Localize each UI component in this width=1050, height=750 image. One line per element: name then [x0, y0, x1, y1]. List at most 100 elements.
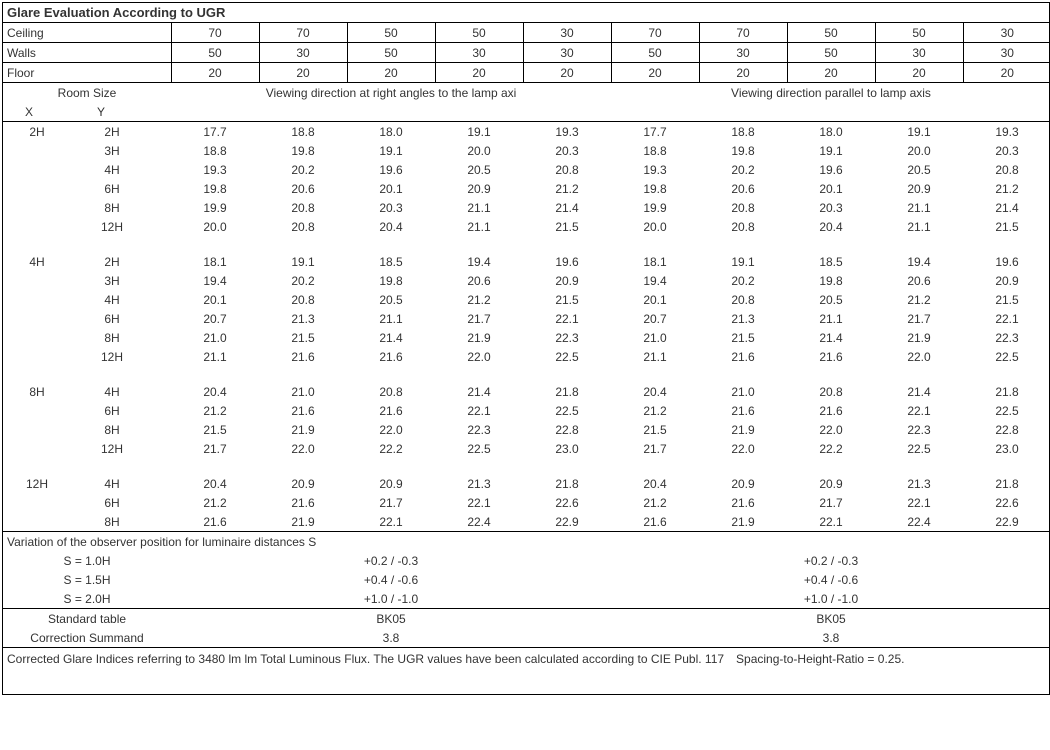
- room-y-value: 2H: [62, 255, 162, 269]
- ugr-value: 19.3: [611, 160, 699, 179]
- ugr-value: 21.6: [699, 347, 787, 366]
- ugr-value: 21.9: [875, 328, 963, 347]
- ugr-value: 21.3: [875, 474, 963, 493]
- variation-left: +0.2 / -0.3: [171, 551, 611, 570]
- ugr-value: 22.5: [523, 401, 611, 420]
- ugr-value: 22.8: [523, 420, 611, 439]
- room-y-value: 4H: [62, 163, 162, 177]
- ugr-value: 20.0: [611, 217, 699, 236]
- room-y-value: 12H: [62, 220, 162, 234]
- ugr-value: 22.1: [875, 401, 963, 420]
- ugr-value: 21.2: [435, 290, 523, 309]
- ugr-value: 20.1: [611, 290, 699, 309]
- ugr-value: 21.1: [875, 217, 963, 236]
- room-y-value: 4H: [62, 293, 162, 307]
- ugr-value: 20.5: [347, 290, 435, 309]
- data-row: 8H4H20.421.020.821.421.820.421.020.821.4…: [3, 382, 1050, 401]
- ugr-value: 21.4: [875, 382, 963, 401]
- data-row: 12H21.121.621.622.022.521.121.621.622.02…: [3, 347, 1050, 366]
- ugr-value: 19.4: [171, 271, 259, 290]
- ugr-value: 22.2: [347, 439, 435, 458]
- ugr-value: 19.3: [963, 122, 1050, 142]
- room-y-label: Y: [51, 105, 151, 119]
- room-x-value: 8H: [12, 385, 62, 399]
- ugr-value: 22.0: [699, 439, 787, 458]
- ugr-value: 21.6: [787, 347, 875, 366]
- ugr-value: 21.6: [259, 493, 347, 512]
- ugr-value: 22.9: [963, 512, 1050, 532]
- table-title: Glare Evaluation According to UGR: [3, 3, 1049, 23]
- ugr-value: 20.2: [259, 160, 347, 179]
- ugr-value: 18.5: [787, 252, 875, 271]
- data-row: 2H2H17.718.818.019.119.317.718.818.019.1…: [3, 122, 1050, 142]
- data-row: 4H20.120.820.521.221.520.120.820.521.221…: [3, 290, 1050, 309]
- ugr-value: 20.9: [523, 271, 611, 290]
- ugr-value: 23.0: [963, 439, 1050, 458]
- ugr-value: 20.9: [259, 474, 347, 493]
- room-y-value: 8H: [62, 515, 162, 529]
- ugr-value: 22.5: [963, 401, 1050, 420]
- variation-right: +1.0 / -1.0: [611, 589, 1050, 609]
- ugr-value: 21.6: [699, 401, 787, 420]
- data-row: 8H21.521.922.022.322.821.521.922.022.322…: [3, 420, 1050, 439]
- ugr-value: 22.6: [963, 493, 1050, 512]
- ugr-value: 20.4: [347, 217, 435, 236]
- ugr-value: 21.2: [611, 401, 699, 420]
- ugr-value: 21.2: [611, 493, 699, 512]
- room-size-label: Room Size: [3, 83, 171, 103]
- ugr-value: 20.6: [259, 179, 347, 198]
- ugr-value: 20.4: [787, 217, 875, 236]
- walls-row: Walls 50 30 50 30 30 50 30 50 30 30: [3, 43, 1050, 63]
- ugr-value: 19.3: [171, 160, 259, 179]
- ugr-value: 21.9: [259, 420, 347, 439]
- ugr-value: 20.0: [435, 141, 523, 160]
- footnote: Corrected Glare Indices referring to 348…: [3, 647, 1049, 694]
- ugr-value: 21.9: [699, 420, 787, 439]
- walls-label: Walls: [3, 43, 171, 63]
- data-row: 8H21.621.922.122.422.921.621.922.122.422…: [3, 512, 1050, 532]
- view-parallel: Viewing direction parallel to lamp axis: [611, 83, 1050, 103]
- ugr-value: 21.4: [787, 328, 875, 347]
- ugr-value: 22.1: [523, 309, 611, 328]
- ugr-value: 22.5: [875, 439, 963, 458]
- ugr-value: 21.5: [611, 420, 699, 439]
- ceiling-label: Ceiling: [3, 23, 171, 43]
- ugr-value: 21.5: [171, 420, 259, 439]
- ugr-value: 20.3: [787, 198, 875, 217]
- ugr-value: 21.9: [259, 512, 347, 532]
- ugr-value: 19.4: [435, 252, 523, 271]
- ugr-value: 19.1: [787, 141, 875, 160]
- ugr-value: 21.6: [259, 347, 347, 366]
- ugr-value: 20.3: [347, 198, 435, 217]
- data-row: 6H20.721.321.121.722.120.721.321.121.722…: [3, 309, 1050, 328]
- ugr-value: 20.2: [699, 160, 787, 179]
- ugr-value: 19.6: [523, 252, 611, 271]
- ugr-value: 22.4: [875, 512, 963, 532]
- variation-row: S = 1.0H+0.2 / -0.3+0.2 / -0.3: [3, 551, 1050, 570]
- ugr-value: 21.2: [171, 401, 259, 420]
- ugr-value: 18.5: [347, 252, 435, 271]
- floor-row: Floor 20 20 20 20 20 20 20 20 20 20: [3, 63, 1050, 83]
- ugr-value: 20.8: [963, 160, 1050, 179]
- ugr-value: 19.8: [171, 179, 259, 198]
- ugr-value: 20.4: [611, 382, 699, 401]
- ugr-value: 20.4: [611, 474, 699, 493]
- ugr-value: 23.0: [523, 439, 611, 458]
- ugr-value: 20.8: [259, 290, 347, 309]
- ugr-value: 22.4: [435, 512, 523, 532]
- ugr-value: 17.7: [171, 122, 259, 142]
- data-row: 4H19.320.219.620.520.819.320.219.620.520…: [3, 160, 1050, 179]
- ugr-value: 20.8: [259, 217, 347, 236]
- ugr-value: 20.5: [787, 290, 875, 309]
- ugr-value: 20.8: [699, 198, 787, 217]
- ugr-value: 22.0: [435, 347, 523, 366]
- ugr-value: 20.2: [259, 271, 347, 290]
- ugr-value: 21.5: [523, 217, 611, 236]
- ugr-value: 20.8: [699, 217, 787, 236]
- ugr-value: 21.2: [963, 179, 1050, 198]
- ugr-value: 20.1: [347, 179, 435, 198]
- ugr-value: 20.8: [699, 290, 787, 309]
- ugr-value: 19.8: [699, 141, 787, 160]
- ugr-value: 20.7: [611, 309, 699, 328]
- ugr-value: 19.1: [875, 122, 963, 142]
